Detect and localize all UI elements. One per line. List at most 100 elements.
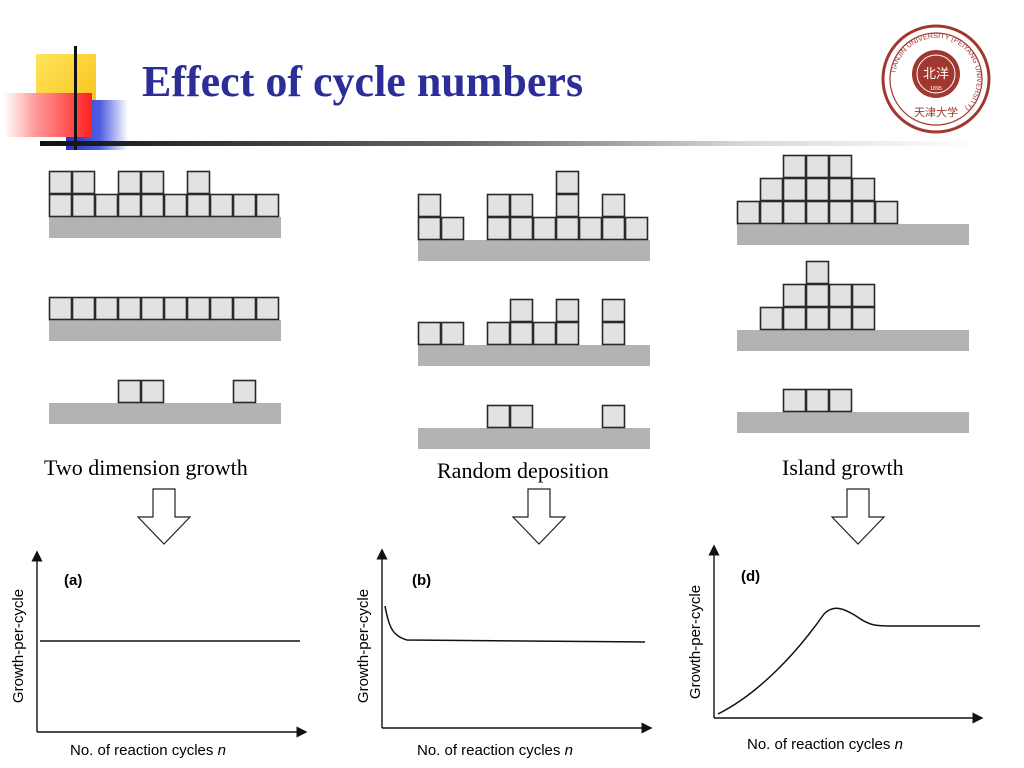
caption-two-dimension-growth: Two dimension growth: [44, 455, 248, 480]
deposited-block: [601, 298, 626, 323]
deposited-block: [601, 216, 626, 241]
caption-island-growth: Island growth: [782, 455, 904, 480]
deposited-block: [805, 306, 830, 331]
graph-d: (d) Growth-per-cycle No. of reaction cyc…: [687, 544, 984, 753]
panel-label: (b): [412, 572, 431, 589]
deposited-block: [417, 193, 442, 218]
deposited-block: [805, 177, 830, 202]
deposited-block: [532, 216, 557, 241]
title-underline-rule: [40, 141, 980, 146]
deposited-block: [255, 296, 280, 321]
deposited-block: [209, 296, 234, 321]
deposited-block: [805, 260, 830, 285]
deposited-block: [851, 306, 876, 331]
deposited-block: [624, 216, 649, 241]
university-seal-logo: TIANJIN UNIVERSITY (PEIYANG UNIVERSITY) …: [881, 24, 991, 134]
growth-curve-decay: [384, 605, 646, 643]
substrate: [49, 403, 281, 424]
panel-label: (a): [64, 572, 82, 589]
deposited-block: [555, 298, 580, 323]
slide-title: Effect of cycle numbers: [142, 57, 584, 106]
decorative-vertical-line: [74, 46, 77, 150]
x-axis-label: No. of reaction cycles n: [70, 742, 226, 759]
down-arrow-icon: [136, 488, 192, 545]
deposited-block: [140, 379, 165, 404]
deposited-block: [486, 193, 511, 218]
deposited-block: [759, 306, 784, 331]
svg-text:北洋: 北洋: [923, 67, 949, 82]
deposited-block: [509, 216, 534, 241]
y-axis-label: Growth-per-cycle: [355, 589, 372, 703]
deposited-block: [805, 154, 830, 179]
deposited-block: [555, 216, 580, 241]
deposited-block: [736, 200, 761, 225]
y-axis-label: Growth-per-cycle: [10, 589, 27, 703]
deposited-block: [71, 193, 96, 218]
svg-text:天津大学: 天津大学: [914, 105, 958, 119]
deposited-block: [232, 379, 257, 404]
deposited-block: [140, 170, 165, 195]
deposited-block: [186, 193, 211, 218]
substrate: [418, 240, 650, 261]
deposited-block: [851, 283, 876, 308]
deposited-block: [486, 404, 511, 429]
deposited-block: [417, 321, 442, 346]
deposited-block: [782, 200, 807, 225]
deposited-block: [601, 404, 626, 429]
deposited-block: [417, 216, 442, 241]
deposited-block: [48, 296, 73, 321]
substrate: [737, 412, 969, 433]
deposited-block: [163, 193, 188, 218]
deposited-block: [782, 283, 807, 308]
deposited-block: [117, 170, 142, 195]
deposited-block: [555, 193, 580, 218]
caption-random-deposition: Random deposition: [437, 458, 609, 483]
deposited-block: [232, 193, 257, 218]
svg-text:1895: 1895: [930, 86, 942, 92]
down-arrow-icon: [830, 488, 886, 545]
substrate: [418, 345, 650, 366]
x-axis-label: No. of reaction cycles n: [747, 736, 903, 753]
deposited-block: [601, 193, 626, 218]
deposited-block: [509, 321, 534, 346]
deposited-block: [117, 379, 142, 404]
deposited-block: [805, 388, 830, 413]
deposited-block: [782, 154, 807, 179]
deposited-block: [209, 193, 234, 218]
deposited-block: [782, 306, 807, 331]
deposited-block: [48, 170, 73, 195]
deposited-block: [440, 321, 465, 346]
deposited-block: [828, 306, 853, 331]
down-arrow-icon: [511, 488, 567, 545]
substrate: [737, 330, 969, 351]
deposited-block: [117, 296, 142, 321]
decorative-red-bar: [4, 93, 92, 137]
x-axis-label: No. of reaction cycles n: [417, 742, 573, 759]
deposited-block: [486, 216, 511, 241]
deposited-block: [828, 177, 853, 202]
deposited-block: [601, 321, 626, 346]
deposited-block: [828, 200, 853, 225]
deposited-block: [828, 154, 853, 179]
deposited-block: [94, 296, 119, 321]
deposited-block: [163, 296, 188, 321]
panel-label: (d): [741, 568, 760, 585]
deposited-block: [94, 193, 119, 218]
deposited-block: [509, 193, 534, 218]
graph-a: (a) Growth-per-cycle No. of reaction cyc…: [10, 550, 308, 759]
deposited-block: [509, 404, 534, 429]
y-axis-label: Growth-per-cycle: [687, 585, 704, 699]
deposited-block: [71, 296, 96, 321]
deposited-block: [851, 200, 876, 225]
deposited-block: [532, 321, 557, 346]
deposited-block: [782, 388, 807, 413]
graph-b: (b) Growth-per-cycle No. of reaction cyc…: [355, 548, 653, 759]
deposited-block: [805, 283, 830, 308]
deposited-block: [782, 177, 807, 202]
deposited-block: [759, 200, 784, 225]
deposited-block: [828, 283, 853, 308]
deposited-block: [759, 177, 784, 202]
deposited-block: [186, 170, 211, 195]
deposited-block: [140, 193, 165, 218]
